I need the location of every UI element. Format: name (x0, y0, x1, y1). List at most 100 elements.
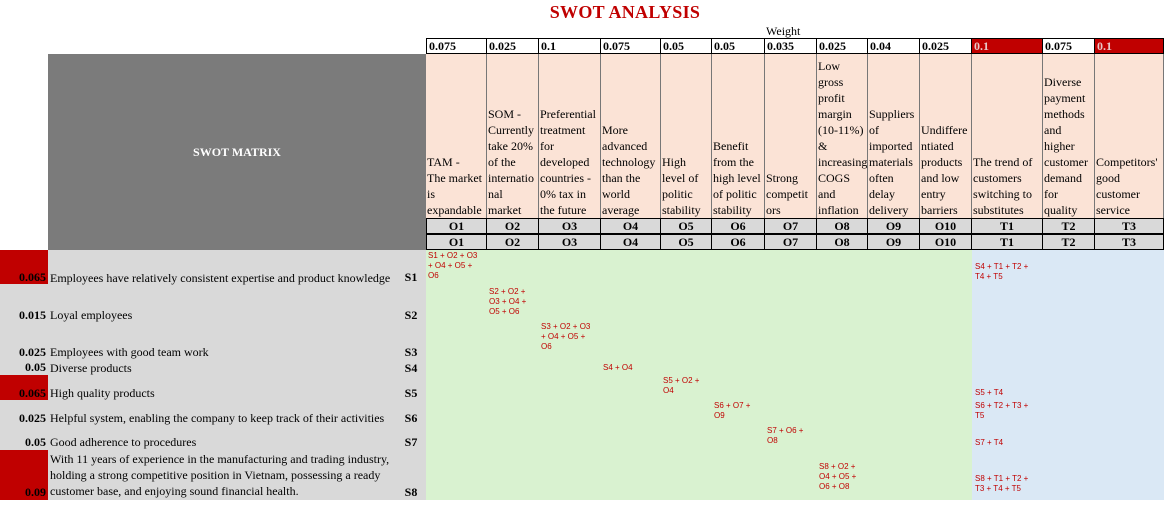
weight-highlight (0, 375, 48, 400)
swot-matrix-label: SWOT MATRIX (193, 144, 281, 159)
row-weight: 0.065 (19, 386, 46, 400)
column-header: Suppliers of imported materials often de… (868, 54, 920, 218)
so-strategy: S4 + O4 (603, 363, 633, 372)
column-header-text: More advanced technology than the world … (602, 123, 656, 217)
column-weight: 0.025 (817, 38, 868, 54)
row-label: Helpful system, enabling the company to … (50, 411, 385, 425)
weight-highlight (0, 450, 48, 500)
column-weight: 0.035 (765, 38, 817, 54)
column-header: Strong competit ors (765, 54, 817, 218)
column-header: Competitors' good customer service (1095, 54, 1164, 218)
column-code: O9 (868, 218, 920, 234)
column-code: T3 (1095, 218, 1164, 234)
st-strategy: S4 + T1 + T2 + T4 + T5 (975, 262, 1029, 281)
strengths-area (0, 250, 426, 500)
row-weight: 0.05 (25, 360, 46, 374)
row-label: Loyal employees (50, 308, 133, 322)
column-header: The trend of customers switching to subs… (972, 54, 1043, 218)
column-code: O3 (539, 218, 601, 234)
column-header-text: Competitors' good customer service (1096, 155, 1158, 217)
column-weight: 0.1 (539, 38, 601, 54)
row-label: With 11 years of experience in the manuf… (50, 452, 390, 498)
st-strategy: S6 + T2 + T3 + T5 (975, 401, 1029, 420)
column-code-repeat: O8 (817, 234, 868, 250)
row-code: S7 (404, 435, 418, 449)
column-weight: 0.1 (1095, 38, 1164, 54)
column-header: Undiffere ntiated products and low entry… (920, 54, 972, 218)
row-code: S8 (404, 485, 418, 499)
column-header-text: Diverse payment methods and higher custo… (1044, 75, 1088, 217)
column-code-repeat: T2 (1043, 234, 1095, 250)
opportunities-area (426, 250, 972, 500)
row-label: Diverse products (50, 361, 132, 375)
column-header: TAM - The market is expandable (426, 54, 487, 218)
column-code-repeat: O5 (661, 234, 712, 250)
column-code: T2 (1043, 218, 1095, 234)
row-label: High quality products (50, 386, 155, 400)
row-weight: 0.015 (19, 308, 46, 322)
column-weight: 0.025 (487, 38, 539, 54)
column-weight: 0.075 (601, 38, 661, 54)
column-code: O7 (765, 218, 817, 234)
column-weight: 0.04 (868, 38, 920, 54)
weight-label: Weight (766, 24, 801, 38)
column-header: Low gross profit margin (10-11%) & incre… (817, 54, 868, 218)
column-weight: 0.05 (712, 38, 765, 54)
column-code-repeat: O9 (868, 234, 920, 250)
column-code-repeat: T1 (972, 234, 1043, 250)
column-header-text: TAM - The market is expandable (427, 155, 482, 217)
so-strategy: S1 + O2 + O3 + O4 + O5 + O6 (428, 251, 478, 280)
so-strategy: S5 + O2 + O4 (663, 376, 700, 395)
column-header: Benefit from the high level of politic s… (712, 54, 765, 218)
st-strategy: S8 + T1 + T2 + T3 + T4 + T5 (975, 474, 1029, 493)
row-code: S4 (404, 361, 418, 375)
column-weight: 0.075 (1043, 38, 1095, 54)
column-weight: 0.025 (920, 38, 972, 54)
column-code: O2 (487, 218, 539, 234)
column-code: O10 (920, 218, 972, 234)
column-code-repeat: O3 (539, 234, 601, 250)
column-header-text: Low gross profit margin (10-11%) & incre… (818, 59, 868, 217)
weight-highlight (0, 250, 48, 284)
column-code: O5 (661, 218, 712, 234)
row-weight: 0.025 (19, 345, 46, 359)
column-code: O6 (712, 218, 765, 234)
so-strategy: S8 + O2 + O4 + O5 + O6 + O8 (819, 462, 857, 491)
column-header-text: Preferential treatment for developed cou… (540, 107, 596, 217)
column-header-text: Undiffere ntiated products and low entry… (921, 123, 968, 217)
so-strategy: S3 + O2 + O3 + O4 + O5 + O6 (541, 322, 591, 351)
column-header-text: The trend of customers switching to subs… (973, 155, 1033, 217)
column-header-text: Benefit from the high level of politic s… (713, 139, 761, 217)
column-header-text: Strong competit ors (766, 171, 808, 217)
so-strategy: S2 + O2 + O3 + O4 + O5 + O6 (489, 287, 527, 316)
column-code: O1 (426, 218, 487, 234)
so-strategy: S7 + O6 + O8 (767, 426, 804, 445)
row-code: S2 (404, 308, 418, 322)
column-code-repeat: O2 (487, 234, 539, 250)
column-header: Diverse payment methods and higher custo… (1043, 54, 1095, 218)
page-title: SWOT ANALYSIS (549, 2, 701, 22)
column-weight: 0.05 (661, 38, 712, 54)
column-code-repeat: O7 (765, 234, 817, 250)
row-label: Employees with good team work (50, 345, 209, 359)
column-header: Preferential treatment for developed cou… (539, 54, 601, 218)
column-code-repeat: O10 (920, 234, 972, 250)
row-weight: 0.09 (25, 485, 46, 499)
column-code-repeat: O4 (601, 234, 661, 250)
column-header-text: Suppliers of imported materials often de… (869, 107, 915, 217)
column-header: SOM - Currently take 20% of the internat… (487, 54, 539, 218)
so-strategy: S6 + O7 + O9 (714, 401, 751, 420)
threats-area (972, 250, 1164, 500)
row-weight: 0.065 (19, 270, 46, 284)
swot-matrix-header: SWOT MATRIX (48, 54, 426, 250)
row-code: S3 (404, 345, 418, 359)
column-code-repeat: O1 (426, 234, 487, 250)
column-weight: 0.075 (426, 38, 487, 54)
column-header: More advanced technology than the world … (601, 54, 661, 218)
st-strategy: S7 + T4 (975, 438, 1004, 447)
column-code-repeat: T3 (1095, 234, 1164, 250)
row-label: Good adherence to procedures (50, 435, 197, 449)
row-weight: 0.025 (19, 411, 46, 425)
st-strategy: S5 + T4 (975, 388, 1004, 397)
column-code: T1 (972, 218, 1043, 234)
